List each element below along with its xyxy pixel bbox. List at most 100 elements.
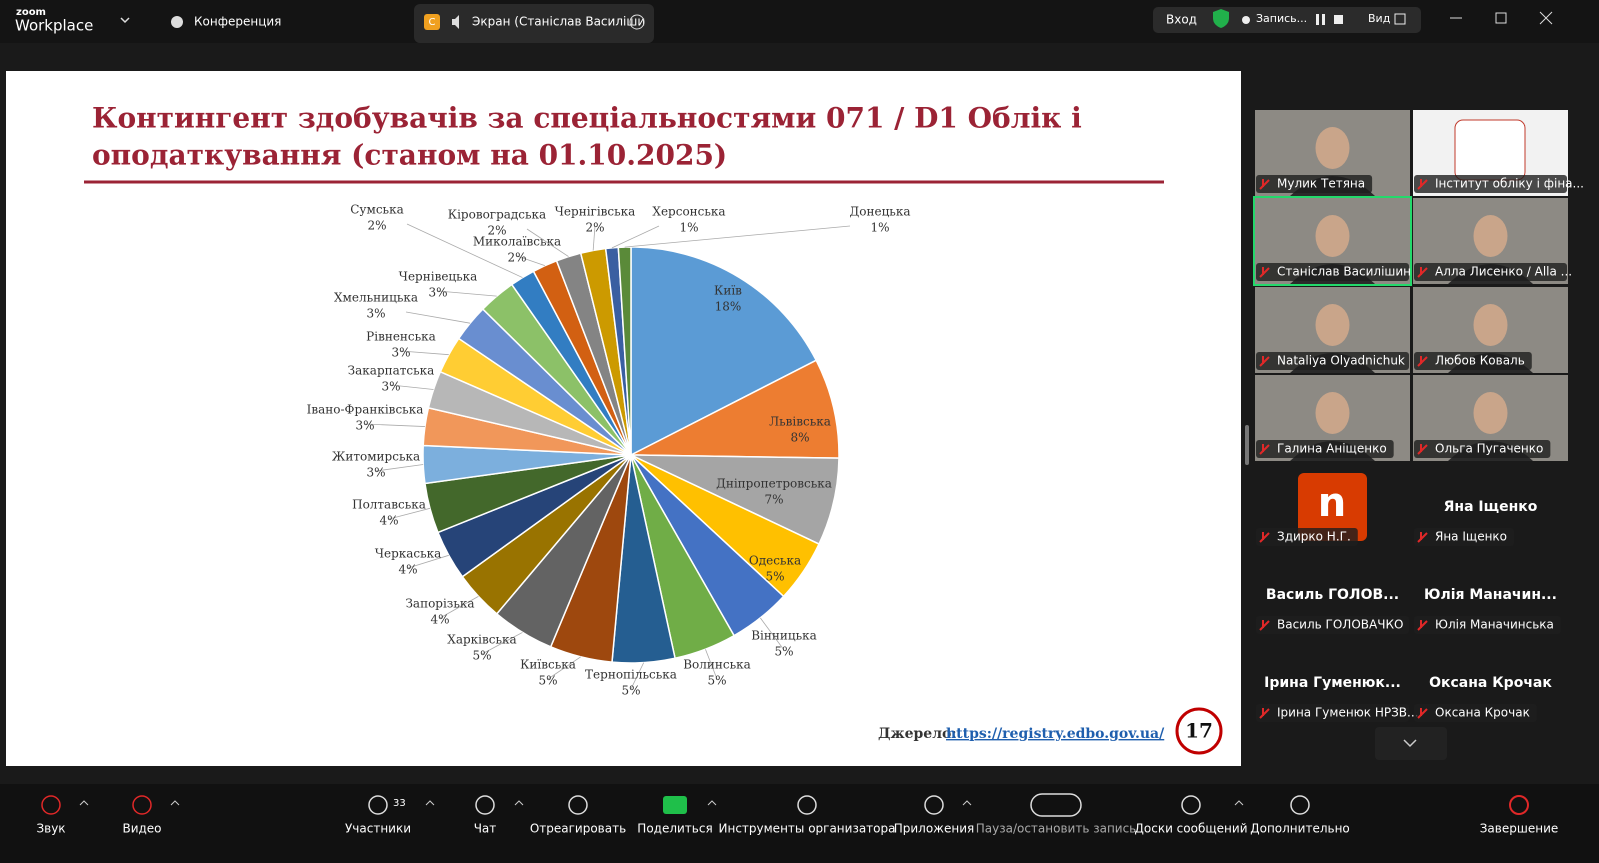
tool-label[interactable]: Звук <box>36 822 65 836</box>
slice-label: Запорізька <box>405 597 474 611</box>
login[interactable]: Вход <box>1166 13 1197 27</box>
tool-icon[interactable] <box>132 795 152 815</box>
caret[interactable] <box>170 800 180 806</box>
leader-line <box>592 225 596 251</box>
caret[interactable] <box>79 800 89 806</box>
caret[interactable] <box>962 800 972 806</box>
participant-name: Василь ГОЛОВАЧКО <box>1277 618 1403 632</box>
share-icon[interactable] <box>663 796 687 814</box>
tool-icon[interactable] <box>568 795 588 815</box>
end-icon[interactable] <box>1509 795 1529 815</box>
name-pill <box>1256 528 1358 546</box>
mic-muted <box>1417 708 1428 719</box>
scroll-down[interactable] <box>1375 727 1447 760</box>
person-head <box>1473 215 1508 257</box>
slide-title: оподаткування (станом на 01.10.2025) <box>92 139 727 172</box>
tool-label[interactable]: Отреагировать <box>530 822 626 836</box>
participant-name: Юлія Маначинська <box>1435 618 1554 632</box>
record-icon[interactable] <box>1030 793 1082 817</box>
slice-label: Чернігівська <box>555 205 636 219</box>
mic-muted <box>1417 179 1428 190</box>
leader-line <box>526 228 569 257</box>
slice-value: 3% <box>391 346 410 360</box>
tool-label[interactable]: Поделиться <box>637 822 712 836</box>
pause-a[interactable] <box>1316 14 1319 25</box>
brand-top: zoom <box>16 7 46 18</box>
meeting-name[interactable]: Конференция <box>194 15 281 29</box>
name-pill <box>1256 704 1409 722</box>
participant-heading: Василь ГОЛОВ... <box>1266 587 1399 603</box>
slice-label: Івано-Франківська <box>307 403 424 417</box>
stop[interactable] <box>1334 15 1343 24</box>
page-number: 17 <box>1185 719 1213 743</box>
participant-name: Станіслав Василішин <box>1277 265 1411 279</box>
tool-icon[interactable] <box>1181 795 1201 815</box>
slice-value: 4% <box>430 613 449 627</box>
slice-label: Рівненська <box>366 330 436 344</box>
tool-icon[interactable] <box>1290 795 1310 815</box>
tool-label[interactable]: Видео <box>122 822 161 836</box>
tool-icon[interactable] <box>475 795 495 815</box>
mic-muted <box>1259 708 1270 719</box>
tool-label[interactable]: Завершение <box>1480 822 1559 836</box>
brand: Workplace <box>15 17 93 35</box>
source-label: Джерело: <box>878 726 957 742</box>
slice-value: 3% <box>428 286 447 300</box>
participant-name: Nataliya Olyadnichuk <box>1277 354 1405 368</box>
share-tab[interactable] <box>414 4 654 43</box>
name-pill <box>1256 263 1409 281</box>
view[interactable]: Вид <box>1368 12 1391 25</box>
caret[interactable] <box>1234 800 1244 806</box>
participant-name: Галина Аніщенко <box>1277 442 1387 456</box>
slice-value: 4% <box>379 514 398 528</box>
tool-icon[interactable] <box>41 795 61 815</box>
tool-label[interactable]: Инструменты организатора <box>719 822 896 836</box>
mic-muted <box>1417 267 1428 278</box>
slice-value: 1% <box>679 221 698 235</box>
participant-name: Оксана Крочак <box>1435 706 1530 720</box>
leader-line <box>375 464 424 472</box>
leader-line <box>760 617 785 651</box>
leader-line <box>390 384 434 390</box>
share-title: Экран (Станіслав Василіши <box>472 15 645 29</box>
tool-label[interactable]: Чат <box>474 822 497 836</box>
scroll-chevron <box>1403 739 1417 748</box>
mic-muted <box>1259 620 1270 631</box>
toolbar <box>0 784 1599 863</box>
name-pill <box>1414 352 1532 370</box>
slice-label: Чернівецька <box>399 270 478 284</box>
more-icon[interactable] <box>629 14 645 30</box>
slice-label: Волинська <box>683 658 751 672</box>
tool-label[interactable]: Участники <box>345 822 411 836</box>
mic-muted <box>1259 267 1270 278</box>
tool-label[interactable]: Пауза/остановить запись <box>976 822 1137 836</box>
restore[interactable] <box>1495 12 1507 24</box>
participant-name: Мулик Тетяна <box>1277 177 1365 191</box>
chevron[interactable] <box>120 17 130 24</box>
source-link[interactable]: https://registry.edbo.gov.ua/ <box>946 726 1165 742</box>
caret[interactable] <box>707 800 717 806</box>
close[interactable] <box>1539 11 1553 25</box>
tool-icon[interactable] <box>368 795 388 815</box>
name-pill <box>1256 616 1409 634</box>
share-avatar: С <box>429 17 436 28</box>
tool-label[interactable]: Приложения <box>894 822 975 836</box>
caret[interactable] <box>425 800 435 806</box>
tool-icon[interactable] <box>797 795 817 815</box>
slice-label: Закарпатська <box>348 364 435 378</box>
tool-icon[interactable] <box>924 795 944 815</box>
participant-heading: Яна Іщенко <box>1444 499 1538 515</box>
slice-value: 2% <box>585 221 604 235</box>
slice-label: Київська <box>520 658 576 672</box>
caret[interactable] <box>514 800 524 806</box>
rec-dot <box>1242 16 1250 24</box>
tool-label[interactable]: Дополнительно <box>1250 822 1350 836</box>
avatar-bg <box>1298 473 1367 541</box>
tool-label[interactable]: Доски сообщений <box>1135 822 1248 836</box>
pie-slice <box>630 246 818 457</box>
slice-label: Сумська <box>350 203 403 217</box>
mic-muted <box>1259 444 1270 455</box>
recording[interactable]: Запись... <box>1256 12 1307 25</box>
active-border <box>1253 196 1412 286</box>
slice-value: 5% <box>765 570 784 584</box>
